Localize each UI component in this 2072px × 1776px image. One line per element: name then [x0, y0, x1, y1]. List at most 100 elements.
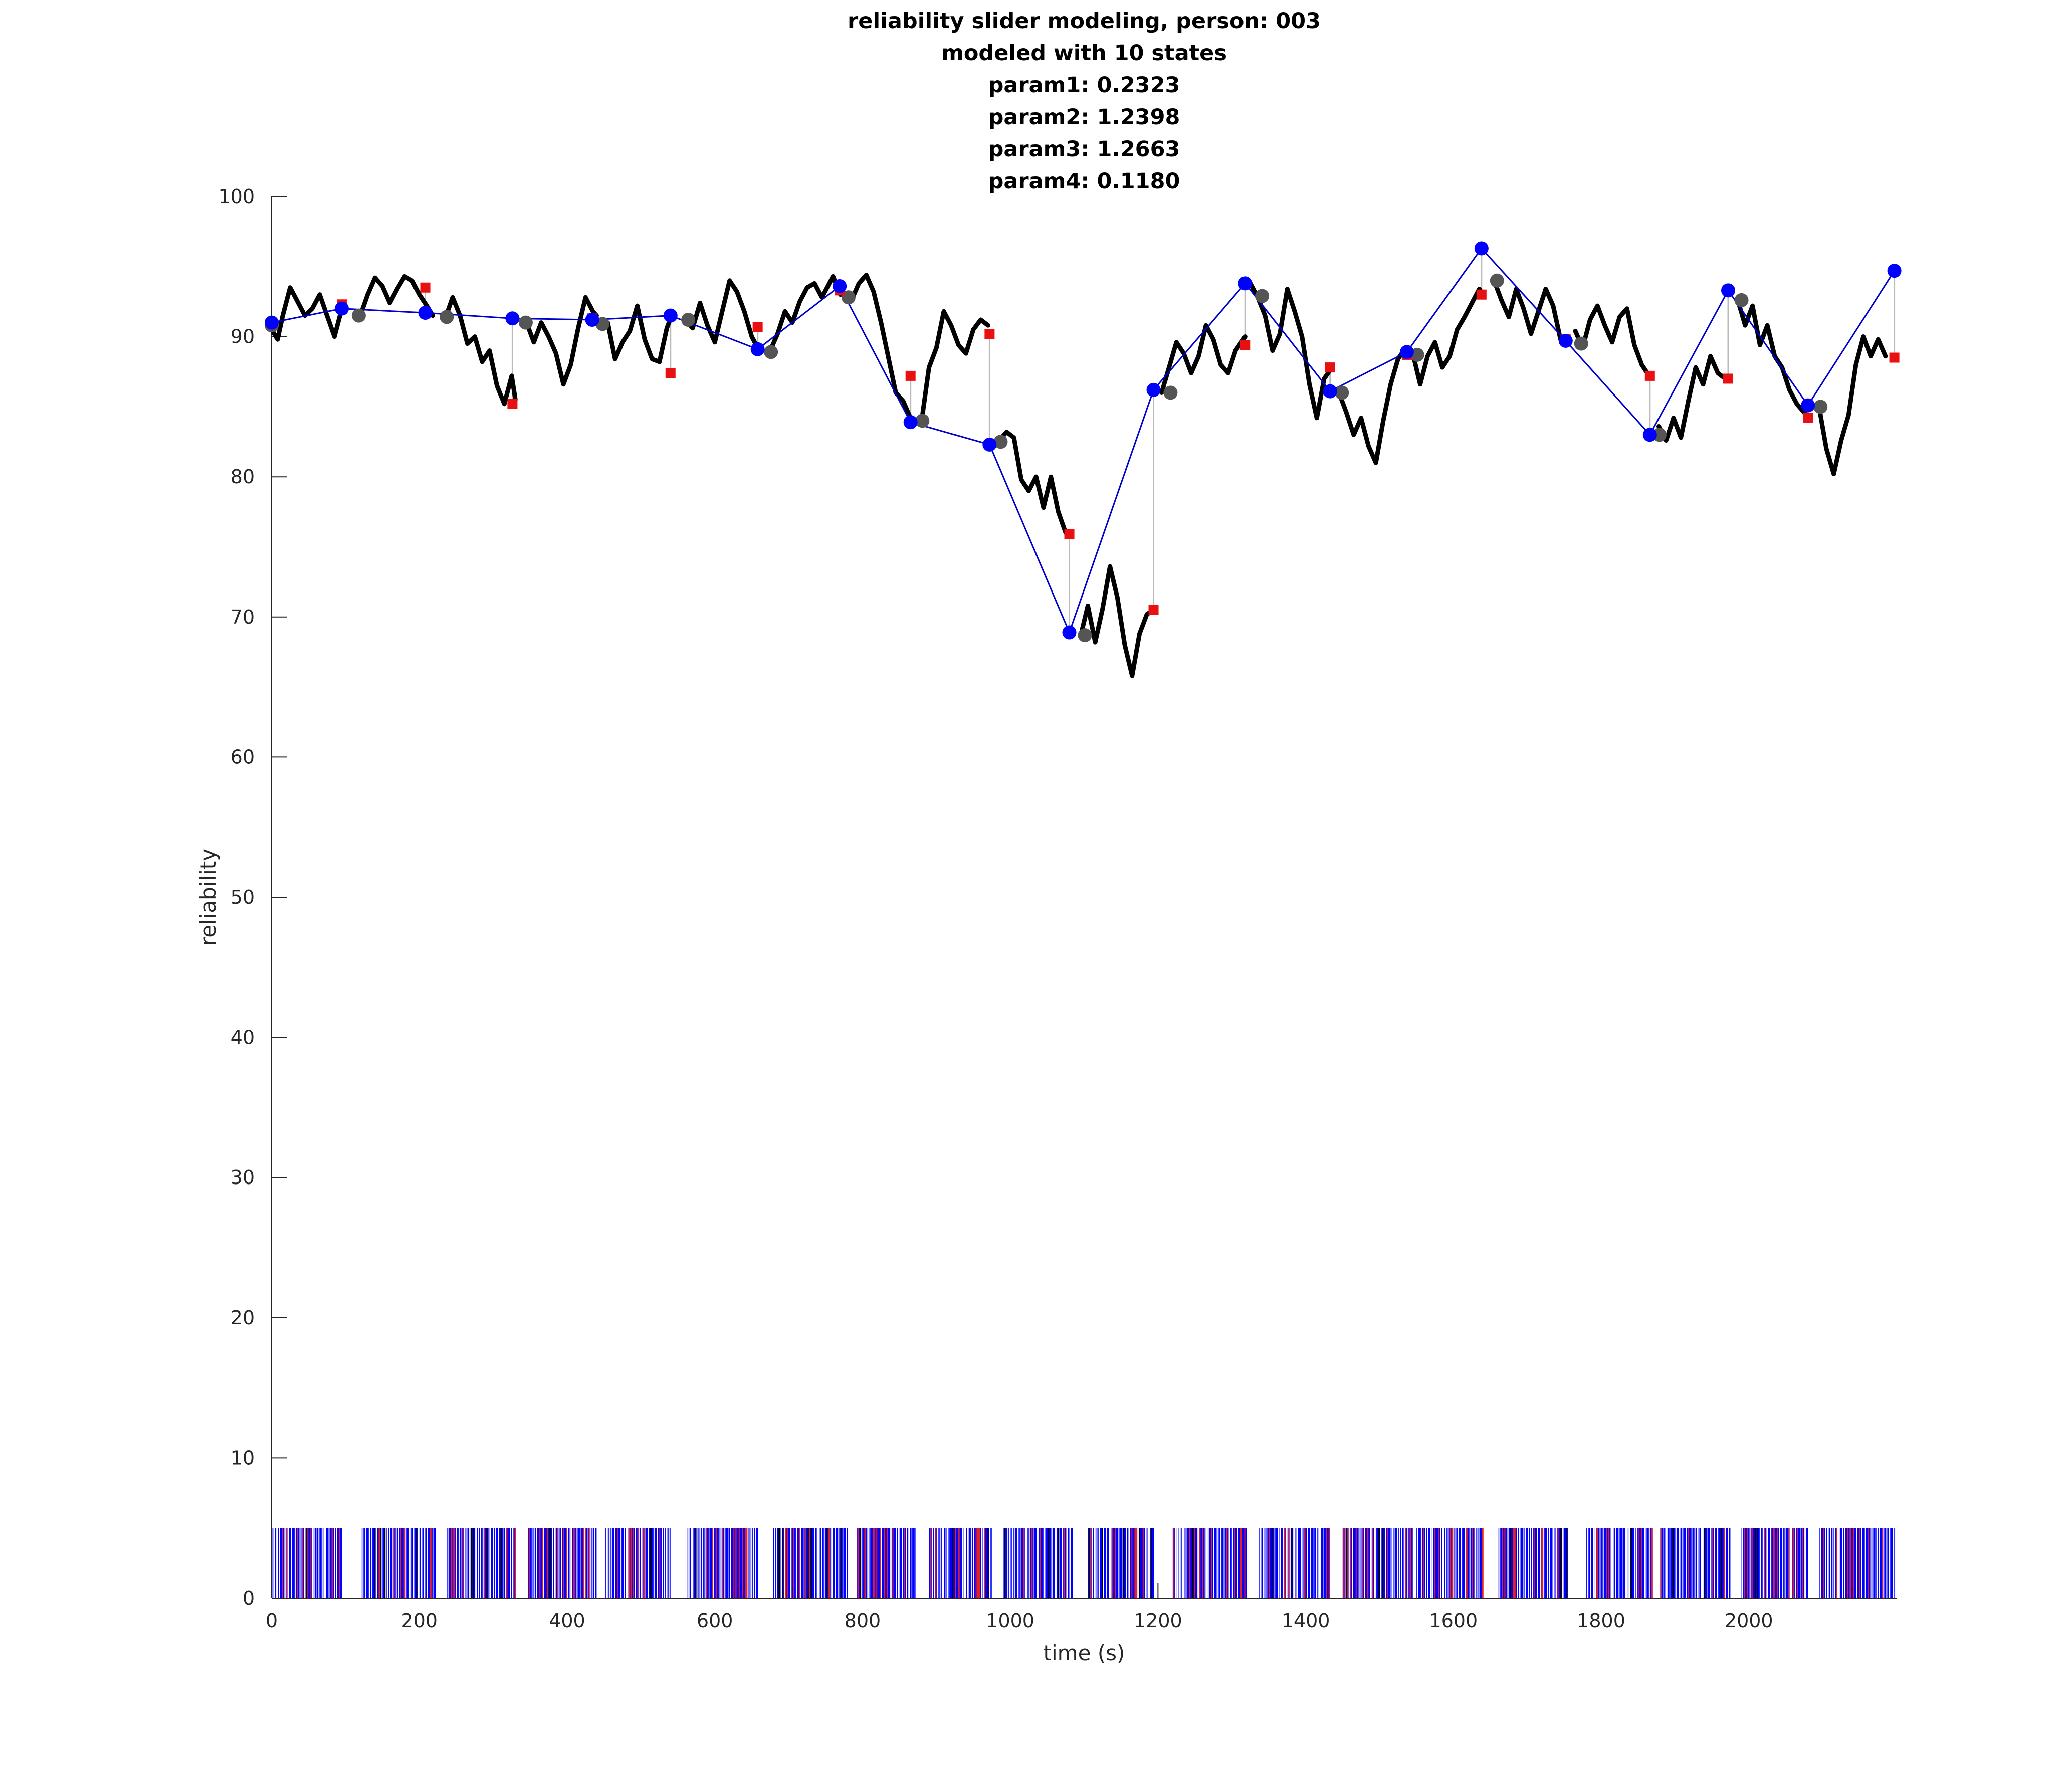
event-stripe: [874, 1528, 876, 1598]
event-stripe: [421, 1528, 423, 1598]
event-stripe: [1554, 1528, 1556, 1598]
event-stripe: [795, 1528, 797, 1598]
slider-segment: [443, 295, 518, 407]
event-stripe: [1697, 1528, 1698, 1598]
event-stripe: [276, 1528, 278, 1598]
event-stripe: [1837, 1528, 1839, 1598]
event-stripe: [1453, 1528, 1455, 1598]
event-stripe: [1381, 1528, 1383, 1598]
event-stripe: [1045, 1528, 1047, 1598]
event-stripe: [887, 1528, 888, 1598]
event-stripe: [688, 1528, 690, 1598]
event-stripe: [505, 1528, 506, 1598]
event-stripe: [901, 1528, 903, 1598]
event-stripe: [807, 1528, 809, 1598]
event-stripe: [1661, 1528, 1662, 1598]
x-tick-label: 200: [401, 1610, 438, 1632]
event-stripe: [549, 1528, 550, 1598]
event-stripe: [1118, 1528, 1120, 1598]
event-stripe: [362, 1528, 364, 1598]
y-tick-label: 50: [231, 886, 255, 908]
slider-segment: [1492, 278, 1568, 342]
event-stripe: [1026, 1528, 1028, 1598]
event-stripe: [594, 1528, 595, 1598]
event-stripe: [828, 1528, 830, 1598]
event-stripe: [906, 1528, 907, 1598]
event-stripe: [1523, 1528, 1525, 1598]
event-stripe: [1226, 1528, 1228, 1598]
slider-segment: [524, 295, 599, 387]
event-stripe: [873, 1528, 875, 1598]
red-marker: [1325, 362, 1335, 373]
event-stripe: [861, 1528, 863, 1598]
event-stripe: [1123, 1528, 1125, 1598]
event-stripe: [331, 1528, 333, 1598]
event-stripe: [607, 1528, 609, 1598]
event-stripe: [1606, 1528, 1607, 1598]
event-stripe: [486, 1528, 488, 1598]
event-stripe: [384, 1528, 386, 1598]
event-stripe: [1714, 1528, 1716, 1598]
event-stripe: [818, 1528, 820, 1598]
event-stripe: [1183, 1528, 1185, 1598]
x-tick-label: 2000: [1725, 1610, 1773, 1632]
state-marker: [585, 313, 599, 327]
event-stripe: [1698, 1528, 1700, 1598]
event-stripe: [775, 1528, 777, 1598]
event-bars: [272, 1528, 1897, 1598]
event-stripe: [1478, 1528, 1480, 1598]
event-stripe: [385, 1528, 387, 1598]
x-tick-label: 400: [549, 1610, 585, 1632]
event-stripe: [1602, 1528, 1604, 1598]
event-stripe: [798, 1528, 801, 1598]
event-stripe: [1346, 1528, 1347, 1598]
slider-segment: [1248, 281, 1333, 421]
event-stripe: [297, 1528, 298, 1598]
markers: [265, 241, 1902, 643]
event-stripe: [405, 1528, 407, 1598]
event-stripe: [1794, 1528, 1796, 1598]
event-stripe: [389, 1528, 390, 1598]
state-marker: [334, 301, 349, 316]
event-stripe: [738, 1528, 740, 1598]
event-stripe: [657, 1528, 658, 1598]
event-stripe: [917, 1528, 918, 1598]
event-stripe: [691, 1528, 693, 1598]
red-marker: [752, 322, 763, 332]
event-stripe: [644, 1528, 646, 1598]
event-stripe: [554, 1528, 556, 1598]
event-stripe: [1834, 1528, 1835, 1598]
event-stripe: [1703, 1528, 1705, 1598]
event-stripe: [1723, 1528, 1725, 1598]
x-tick-label: 1200: [1134, 1610, 1182, 1632]
event-stripe: [987, 1528, 989, 1598]
event-stripe: [778, 1528, 780, 1598]
event-stripe: [1399, 1528, 1400, 1598]
event-stripe: [380, 1528, 381, 1598]
y-tick-label: 30: [231, 1166, 255, 1189]
event-stripe: [1877, 1528, 1878, 1598]
event-stripe: [471, 1528, 473, 1598]
event-stripe: [1666, 1528, 1668, 1598]
event-stripe: [1701, 1528, 1703, 1598]
event-stripe: [1282, 1528, 1284, 1598]
event-stripe: [1593, 1528, 1594, 1598]
event-stripe: [1615, 1528, 1616, 1598]
event-stripe: [1343, 1528, 1345, 1598]
event-stripe: [1634, 1528, 1635, 1598]
event-stripe: [1122, 1528, 1123, 1598]
slider-segment: [1656, 354, 1728, 443]
event-stripe: [1797, 1528, 1798, 1598]
event-stripe: [416, 1528, 417, 1598]
event-stripe: [1234, 1528, 1235, 1598]
gray-marker: [1490, 273, 1504, 288]
event-stripe: [1717, 1528, 1719, 1598]
event-stripe: [1626, 1528, 1628, 1598]
gray-marker: [993, 435, 1008, 449]
event-stripe: [328, 1528, 330, 1598]
state-marker: [750, 342, 765, 356]
event-stripe: [867, 1528, 869, 1598]
event-stripe: [876, 1528, 878, 1598]
event-stripe: [1557, 1528, 1559, 1598]
event-stripe: [1380, 1528, 1382, 1598]
